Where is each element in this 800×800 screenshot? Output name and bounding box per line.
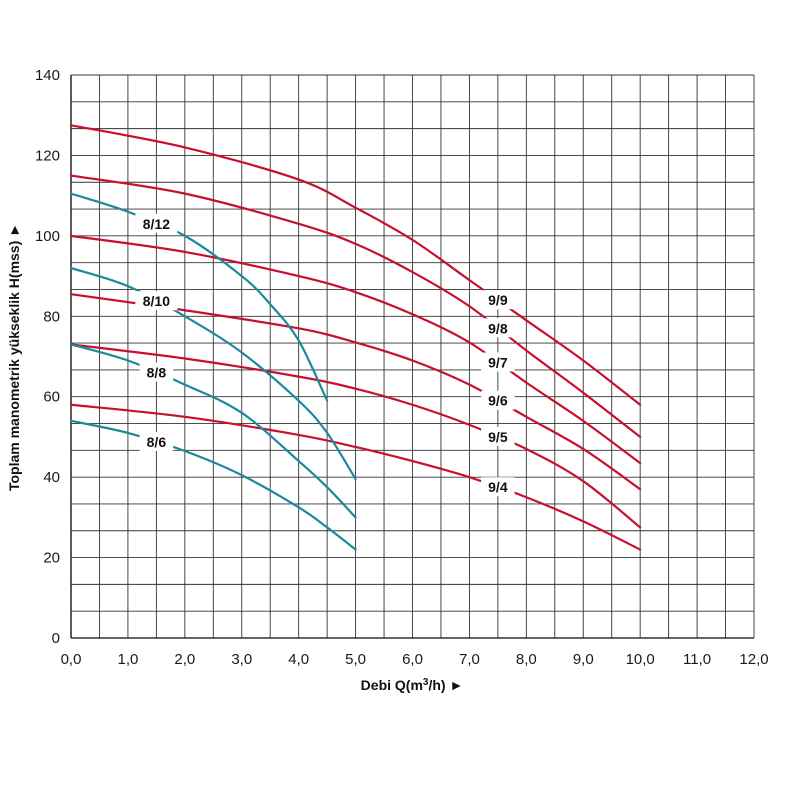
x-axis-title-suffix: /h) ► <box>428 677 463 693</box>
x-tick-label: 4,0 <box>288 651 309 668</box>
x-axis-title-sup: 3 <box>423 677 429 688</box>
y-tick-label: 120 <box>35 147 60 164</box>
y-tick-label: 60 <box>43 389 60 406</box>
x-tick-label: 12,0 <box>739 651 768 668</box>
series-label-bg-9-5 <box>481 426 515 446</box>
series-line-9-7 <box>69 234 642 465</box>
x-axis-title-prefix: Debi Q(m <box>361 677 423 693</box>
x-tick-label: 3,0 <box>231 651 252 668</box>
series-label-8-12: 8/12 <box>143 216 170 232</box>
x-tick-label: 10,0 <box>626 651 655 668</box>
series-label-8-6: 8/6 <box>147 434 167 450</box>
x-tick-label: 9,0 <box>573 651 594 668</box>
x-tick-label: 7,0 <box>459 651 480 668</box>
x-tick-label: 5,0 <box>345 651 366 668</box>
x-tick-label: 1,0 <box>117 651 138 668</box>
x-tick-label: 0,0 <box>61 651 82 668</box>
series-line-9-6 <box>69 293 642 491</box>
series-line-8-8 <box>69 343 357 519</box>
x-tick-label: 11,0 <box>683 651 711 668</box>
series-label-bg-8-12 <box>135 213 178 233</box>
series-label-bg-8-6 <box>139 431 174 451</box>
series-label-9-4: 9/4 <box>488 479 508 495</box>
grid <box>70 74 755 639</box>
series-labels: 9/9 9/8 9/7 9/6 9/5 9/4 8/12 8/10 8/8 8/6 <box>135 213 515 497</box>
y-tick-label: 20 <box>43 550 60 567</box>
series-label-8-10: 8/10 <box>143 293 170 309</box>
series-label-9-5: 9/5 <box>488 429 508 445</box>
y-axis-title: Toplam manometrik yükseklik H(mss) ► <box>6 223 22 491</box>
series-label-bg-9-9 <box>481 290 515 310</box>
series-label-9-9: 9/9 <box>488 292 508 308</box>
series-label-bg-9-6 <box>481 390 515 410</box>
series-line-9-4 <box>69 403 642 551</box>
series-label-9-6: 9/6 <box>488 393 508 409</box>
series-label-bg-8-10 <box>135 291 178 311</box>
x-tick-label: 6,0 <box>402 651 423 668</box>
y-tick-label: 40 <box>43 469 60 486</box>
y-tick-label: 140 <box>35 67 60 84</box>
series-label-bg-9-7 <box>481 352 515 372</box>
x-tick-label: 8,0 <box>516 651 537 668</box>
series-label-bg-9-4 <box>481 477 515 497</box>
series-label-8-8: 8/8 <box>147 365 167 381</box>
series-line-8-12 <box>69 192 329 402</box>
series-label-bg-8-8 <box>139 362 174 382</box>
x-axis-title: Debi Q(m3/h) ► <box>361 677 464 694</box>
y-tick-label: 100 <box>35 228 60 245</box>
series-line-9-8 <box>69 174 642 439</box>
x-tick-labels: 0,0 1,0 2,0 3,0 4,0 5,0 6,0 7,0 8,0 9,0 10,0 11,0 12… <box>61 651 769 668</box>
series-line-9-9 <box>69 124 642 406</box>
series-line-9-5 <box>69 343 642 529</box>
series-lines <box>69 124 642 551</box>
x-tick-label: 2,0 <box>174 651 195 668</box>
y-tick-label: 0 <box>52 630 60 647</box>
series-label-9-7: 9/7 <box>488 355 508 371</box>
series-label-9-8: 9/8 <box>488 320 508 336</box>
y-tick-labels: 0 20 40 60 80 100 120 140 <box>35 67 60 647</box>
y-tick-label: 80 <box>43 308 60 325</box>
series-line-8-6 <box>69 419 357 551</box>
series-line-8-10 <box>69 266 357 481</box>
series-label-bg-9-8 <box>481 318 515 338</box>
